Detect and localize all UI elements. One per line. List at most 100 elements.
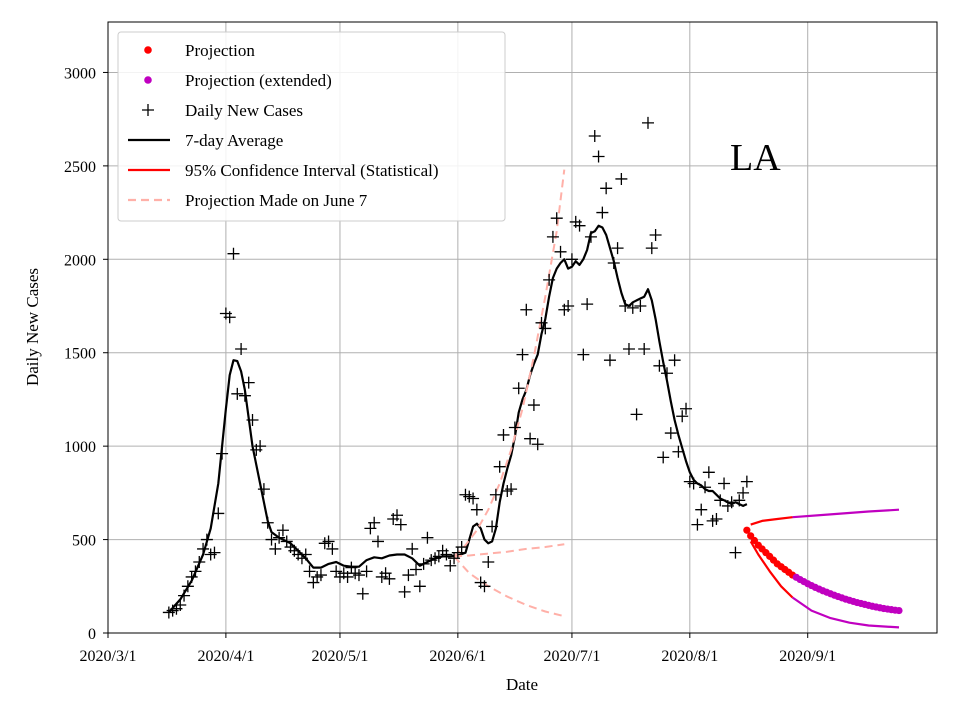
daily-case-marker <box>394 518 407 531</box>
daily-case-marker <box>657 451 670 464</box>
daily-case-marker <box>421 531 434 544</box>
daily-case-marker <box>638 342 651 355</box>
daily-case-marker <box>505 483 518 496</box>
daily-case-marker <box>231 387 244 400</box>
legend-entry: Projection <box>144 41 255 60</box>
daily-case-marker <box>508 421 521 434</box>
daily-case-marker <box>550 212 563 225</box>
daily-case-marker <box>520 303 533 316</box>
x-tick-label: 2020/6/1 <box>429 648 486 665</box>
daily-case-marker <box>178 589 191 602</box>
daily-case-marker <box>208 546 221 559</box>
daily-case-marker <box>622 342 635 355</box>
daily-case-marker <box>661 367 674 380</box>
95-confidence-interval-upper-extended-line <box>792 508 900 519</box>
daily-case-marker <box>668 354 681 367</box>
daily-case-marker <box>611 242 624 255</box>
daily-case-marker <box>592 150 605 163</box>
daily-case-marker <box>577 348 590 361</box>
daily-case-marker <box>254 440 267 453</box>
x-tick-label: 2020/9/1 <box>779 648 836 665</box>
legend-marker <box>144 46 152 54</box>
daily-case-marker <box>402 569 415 582</box>
daily-case-marker <box>619 300 632 313</box>
daily-case-marker <box>391 509 404 522</box>
x-tick-label: 2020/4/1 <box>197 648 254 665</box>
daily-case-marker <box>714 494 727 507</box>
daily-case-marker <box>261 516 274 529</box>
daily-case-marker <box>512 382 525 395</box>
daily-case-marker <box>664 427 677 440</box>
daily-case-marker <box>680 402 693 415</box>
daily-case-marker <box>584 230 597 243</box>
daily-case-marker <box>174 598 187 611</box>
daily-case-marker <box>371 535 384 548</box>
daily-case-marker <box>562 300 575 313</box>
daily-case-marker <box>383 572 396 585</box>
daily-case-marker <box>718 477 731 490</box>
daily-case-marker <box>531 438 544 451</box>
daily-case-marker <box>626 301 639 314</box>
daily-case-marker <box>729 546 742 559</box>
daily-case-marker <box>368 516 381 529</box>
legend-marker <box>144 76 152 84</box>
legend-label: Daily New Cases <box>185 101 303 120</box>
daily-case-marker <box>238 389 251 402</box>
daily-case-marker <box>486 520 499 533</box>
daily-case-marker <box>702 466 715 479</box>
legend-label: Projection <box>185 41 255 60</box>
legend-label: Projection Made on June 7 <box>185 191 368 210</box>
daily-case-marker <box>676 410 689 423</box>
x-tick-label: 2020/5/1 <box>312 648 369 665</box>
daily-case-marker <box>276 524 289 537</box>
daily-case-marker <box>634 300 647 313</box>
daily-case-marker <box>737 486 750 499</box>
daily-case-marker <box>273 531 286 544</box>
daily-case-marker <box>398 585 411 598</box>
daily-case-marker <box>588 129 601 142</box>
daily-case-marker <box>527 399 540 412</box>
x-tick-label: 2020/8/1 <box>661 648 718 665</box>
daily-case-marker <box>482 555 495 568</box>
daily-case-marker <box>600 182 613 195</box>
daily-case-marker <box>314 569 327 582</box>
daily-case-marker <box>326 542 339 555</box>
95-confidence-interval-lower-extended-line <box>791 596 900 629</box>
95-confidence-interval-upper-line <box>750 516 793 526</box>
daily-case-marker <box>406 542 419 555</box>
legend-label: Projection (extended) <box>185 71 332 90</box>
daily-case-marker <box>212 507 225 520</box>
daily-case-marker <box>489 488 502 501</box>
daily-case-marker <box>216 447 229 460</box>
daily-case-marker <box>299 548 312 561</box>
daily-case-marker <box>197 542 210 555</box>
legend-marker <box>142 104 154 116</box>
daily-case-marker <box>467 492 480 505</box>
y-tick-label: 0 <box>88 626 96 643</box>
y-tick-label: 2000 <box>64 252 96 269</box>
daily-case-marker <box>246 413 259 426</box>
x-axis-title: Date <box>506 675 538 694</box>
daily-case-marker <box>235 342 248 355</box>
daily-case-marker <box>227 247 240 260</box>
legend-label: 95% Confidence Interval (Statistical) <box>185 161 439 180</box>
7-day-average-line <box>167 224 748 614</box>
projection-point <box>743 526 751 534</box>
daily-case-marker <box>444 559 457 572</box>
daily-case-marker <box>699 481 712 494</box>
legend: Projection Projection (extended) Daily New… <box>117 31 506 222</box>
daily-case-marker <box>455 541 468 554</box>
y-axis-title: Daily New Cases <box>23 268 42 386</box>
daily-case-marker <box>223 311 236 324</box>
projection-made-on-june-7-lower-line <box>453 555 565 618</box>
daily-case-marker <box>356 587 369 600</box>
y-axis: 0 500 1000 1500 2000 2500 3000 <box>64 65 108 643</box>
daily-case-marker <box>725 496 738 509</box>
daily-case-marker <box>691 518 704 531</box>
daily-case-marker <box>257 483 270 496</box>
daily-case-marker <box>341 570 354 583</box>
daily-case-marker <box>596 206 609 219</box>
y-tick-label: 1500 <box>64 346 96 363</box>
daily-case-marker <box>493 460 506 473</box>
daily-case-marker <box>413 580 426 593</box>
